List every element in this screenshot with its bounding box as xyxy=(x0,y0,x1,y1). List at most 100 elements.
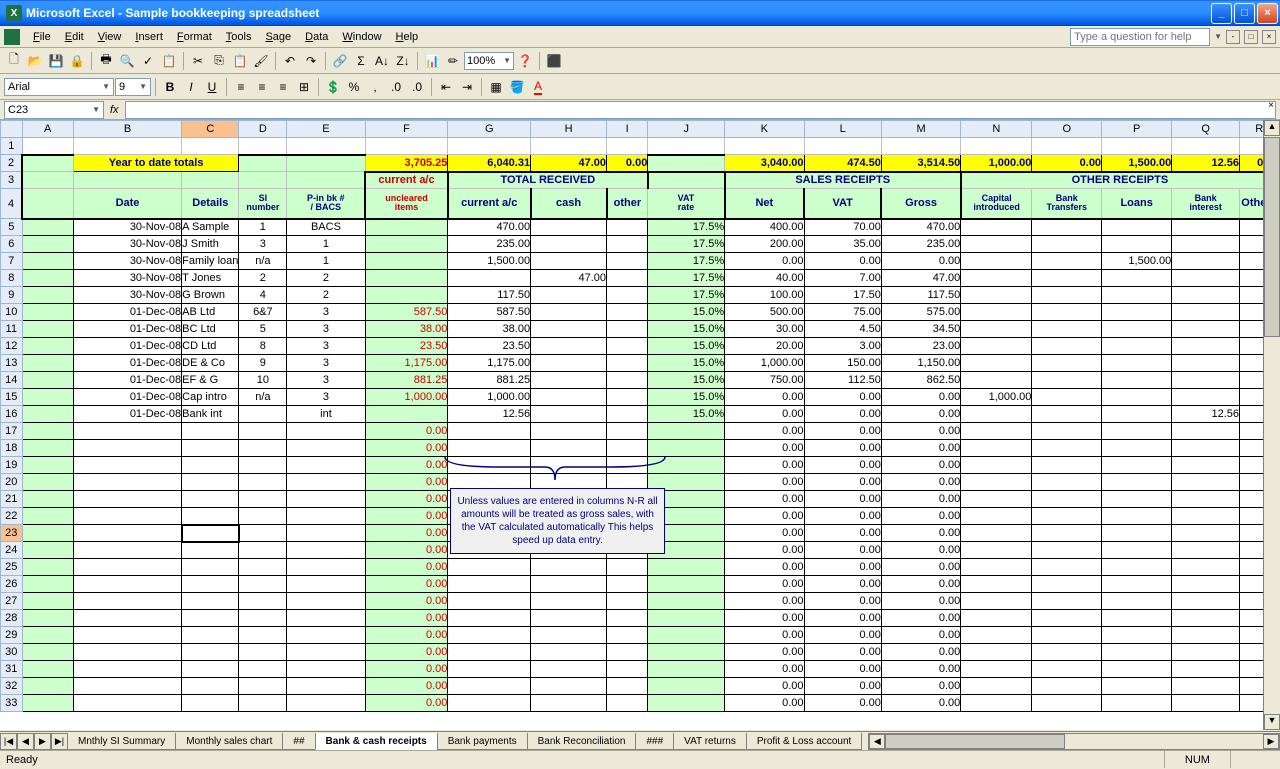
cell-N19[interactable] xyxy=(961,457,1032,474)
cell-Q28[interactable] xyxy=(1172,610,1240,627)
menu-view[interactable]: View xyxy=(91,29,129,45)
cell-G6[interactable]: 235.00 xyxy=(448,236,531,253)
cell-E28[interactable] xyxy=(287,610,365,627)
cell-J9[interactable]: 17.5% xyxy=(648,287,725,304)
cell-L25[interactable]: 0.00 xyxy=(804,559,881,576)
cell-P9[interactable] xyxy=(1102,287,1172,304)
cell-D22[interactable] xyxy=(239,508,287,525)
cell-Q16[interactable]: 12.56 xyxy=(1172,406,1240,423)
cell-I10[interactable] xyxy=(607,304,648,321)
cell-B14[interactable]: 01-Dec-08 xyxy=(73,372,181,389)
cell-M18[interactable]: 0.00 xyxy=(881,440,960,457)
cell-C32[interactable] xyxy=(182,678,239,695)
cell-A14[interactable] xyxy=(22,372,73,389)
cell-D29[interactable] xyxy=(239,627,287,644)
cell-M32[interactable]: 0.00 xyxy=(881,678,960,695)
scroll-left-icon[interactable]: ◀ xyxy=(869,734,885,749)
cell-L33[interactable]: 0.00 xyxy=(804,695,881,712)
cell-Q25[interactable] xyxy=(1172,559,1240,576)
cell-N1[interactable] xyxy=(961,138,1032,155)
cell-I13[interactable] xyxy=(607,355,648,372)
cell-P24[interactable] xyxy=(1102,542,1172,559)
cell-P15[interactable] xyxy=(1102,389,1172,406)
permission-icon[interactable]: 🔒 xyxy=(67,51,87,71)
cell-O2[interactable]: 0.00 xyxy=(1032,155,1102,172)
cell-F12[interactable]: 23.50 xyxy=(365,338,448,355)
cell-F29[interactable]: 0.00 xyxy=(365,627,448,644)
fx-icon[interactable]: fx xyxy=(110,104,119,116)
cell-B32[interactable] xyxy=(73,678,181,695)
cell-C11[interactable]: BC Ltd xyxy=(182,321,239,338)
cell-A22[interactable] xyxy=(22,508,73,525)
col-header-A[interactable]: A xyxy=(22,121,73,138)
cell-P25[interactable] xyxy=(1102,559,1172,576)
cell-N25[interactable] xyxy=(961,559,1032,576)
cell-B15[interactable]: 01-Dec-08 xyxy=(73,389,181,406)
cell-F28[interactable]: 0.00 xyxy=(365,610,448,627)
doc-minimize-button[interactable]: - xyxy=(1226,30,1240,44)
cell-L28[interactable]: 0.00 xyxy=(804,610,881,627)
cell-B31[interactable] xyxy=(73,661,181,678)
cell-N4[interactable]: Capitalintroduced xyxy=(961,189,1032,219)
cell-L13[interactable]: 150.00 xyxy=(804,355,881,372)
cell-A8[interactable] xyxy=(22,270,73,287)
cell-I15[interactable] xyxy=(607,389,648,406)
cell-L29[interactable]: 0.00 xyxy=(804,627,881,644)
cell-L5[interactable]: 70.00 xyxy=(804,219,881,236)
menu-tools[interactable]: Tools xyxy=(219,29,259,45)
cell-K10[interactable]: 500.00 xyxy=(725,304,804,321)
cell-N6[interactable] xyxy=(961,236,1032,253)
cell-F25[interactable]: 0.00 xyxy=(365,559,448,576)
cell-Q20[interactable] xyxy=(1172,474,1240,491)
cell-E9[interactable]: 2 xyxy=(287,287,365,304)
cell-F11[interactable]: 38.00 xyxy=(365,321,448,338)
cell-Q33[interactable] xyxy=(1172,695,1240,712)
cell-K19[interactable]: 0.00 xyxy=(725,457,804,474)
cell-H5[interactable] xyxy=(531,219,607,236)
cell-J12[interactable]: 15.0% xyxy=(648,338,725,355)
cell-D8[interactable]: 2 xyxy=(239,270,287,287)
cell-K26[interactable]: 0.00 xyxy=(725,576,804,593)
cell-F30[interactable]: 0.00 xyxy=(365,644,448,661)
cell-E1[interactable] xyxy=(287,138,365,155)
row-header-31[interactable]: 31 xyxy=(1,661,23,678)
cell-F24[interactable]: 0.00 xyxy=(365,542,448,559)
cell-G7[interactable]: 1,500.00 xyxy=(448,253,531,270)
cell-H33[interactable] xyxy=(531,695,607,712)
cell-E29[interactable] xyxy=(287,627,365,644)
cell-L24[interactable]: 0.00 xyxy=(804,542,881,559)
cell-J17[interactable] xyxy=(648,423,725,440)
cell-C27[interactable] xyxy=(182,593,239,610)
cell-H14[interactable] xyxy=(531,372,607,389)
cell-N26[interactable] xyxy=(961,576,1032,593)
cell-C17[interactable] xyxy=(182,423,239,440)
cell-O11[interactable] xyxy=(1032,321,1102,338)
cell-I6[interactable] xyxy=(607,236,648,253)
decrease-indent-icon[interactable]: ⇤ xyxy=(436,77,456,97)
cell-A15[interactable] xyxy=(22,389,73,406)
cell-N17[interactable] xyxy=(961,423,1032,440)
decrease-decimal-icon[interactable]: .0 xyxy=(407,77,427,97)
cell-M16[interactable]: 0.00 xyxy=(881,406,960,423)
cell-Q24[interactable] xyxy=(1172,542,1240,559)
cell-D27[interactable] xyxy=(239,593,287,610)
cell-E19[interactable] xyxy=(287,457,365,474)
cell-I26[interactable] xyxy=(607,576,648,593)
col-header-H[interactable]: H xyxy=(531,121,607,138)
cell-H15[interactable] xyxy=(531,389,607,406)
cell-H7[interactable] xyxy=(531,253,607,270)
cell-D2[interactable] xyxy=(239,155,287,172)
copy-icon[interactable]: ⎘ xyxy=(209,51,229,71)
cell-G2[interactable]: 6,040.31 xyxy=(448,155,531,172)
maximize-button[interactable]: □ xyxy=(1234,3,1255,24)
cell-G1[interactable] xyxy=(448,138,531,155)
cell-L20[interactable]: 0.00 xyxy=(804,474,881,491)
cell-B17[interactable] xyxy=(73,423,181,440)
select-all-corner[interactable] xyxy=(1,121,23,138)
cell-M13[interactable]: 1,150.00 xyxy=(881,355,960,372)
increase-decimal-icon[interactable]: .0 xyxy=(386,77,406,97)
cell-O22[interactable] xyxy=(1032,508,1102,525)
undo-icon[interactable]: ↶ xyxy=(280,51,300,71)
cell-A17[interactable] xyxy=(22,423,73,440)
cell-F1[interactable] xyxy=(365,138,448,155)
